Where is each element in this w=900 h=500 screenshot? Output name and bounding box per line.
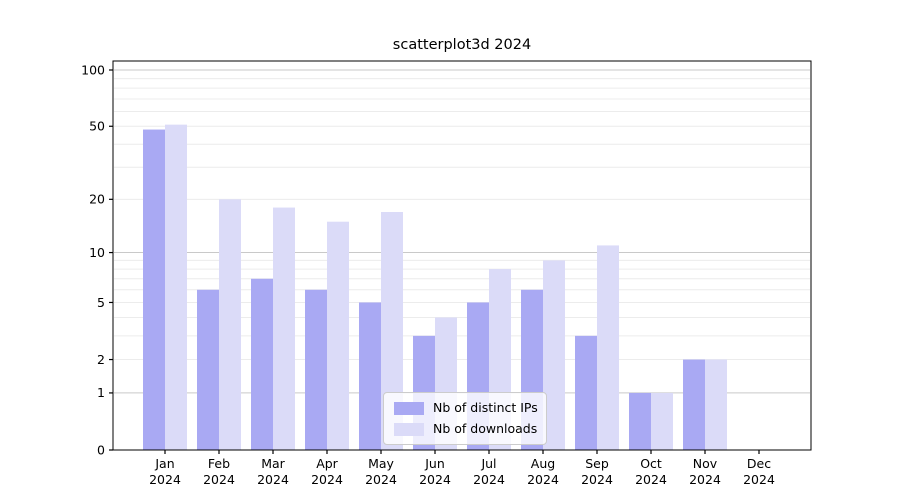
x-tick-label-month-jan: Jan xyxy=(154,456,174,471)
x-tick-label-month-mar: Mar xyxy=(261,456,285,471)
x-tick-label-month-jul: Jul xyxy=(480,456,496,471)
x-tick-label-year-may: 2024 xyxy=(365,472,397,487)
y-tick-label-2: 2 xyxy=(97,352,105,367)
x-tick-label-year-nov: 2024 xyxy=(689,472,721,487)
bar-downloads-oct xyxy=(651,392,673,450)
bar-distinct-ips-mar xyxy=(251,278,273,450)
bar-distinct-ips-may xyxy=(359,302,381,450)
x-tick-label-month-may: May xyxy=(368,456,394,471)
x-tick-label-year-feb: 2024 xyxy=(203,472,235,487)
chart-title: scatterplot3d 2024 xyxy=(392,37,532,53)
y-tick-label-0: 0 xyxy=(97,442,105,457)
bar-downloads-mar xyxy=(273,207,295,450)
x-tick-label-year-jun: 2024 xyxy=(419,472,451,487)
y-tick-label-5: 5 xyxy=(97,295,105,310)
x-tick-label-month-jun: Jun xyxy=(424,456,445,471)
x-tick-label-year-aug: 2024 xyxy=(527,472,559,487)
legend-item-distinct-ips: Nb of distinct IPs xyxy=(394,399,538,417)
x-tick-label-month-dec: Dec xyxy=(747,456,771,471)
bar-downloads-feb xyxy=(219,199,241,450)
x-tick-label-month-nov: Nov xyxy=(693,456,718,471)
y-tick-label-1: 1 xyxy=(97,385,105,400)
legend-label-downloads: Nb of downloads xyxy=(433,421,538,436)
legend: Nb of distinct IPs Nb of downloads xyxy=(383,392,547,445)
bar-distinct-ips-feb xyxy=(197,289,219,450)
bar-distinct-ips-apr xyxy=(305,289,327,450)
bar-downloads-sep xyxy=(597,245,619,450)
y-tick-label-10: 10 xyxy=(89,245,105,260)
bar-downloads-aug xyxy=(543,260,565,450)
x-tick-label-month-aug: Aug xyxy=(531,456,555,471)
y-tick-label-100: 100 xyxy=(81,62,105,77)
x-tick-label-year-jan: 2024 xyxy=(149,472,181,487)
bar-downloads-nov xyxy=(705,359,727,450)
bar-distinct-ips-jan xyxy=(143,129,165,451)
legend-swatch-downloads-icon xyxy=(394,422,424,436)
bar-distinct-ips-sep xyxy=(575,335,597,450)
y-tick-label-20: 20 xyxy=(89,192,105,207)
x-tick-label-year-apr: 2024 xyxy=(311,472,343,487)
bar-distinct-ips-oct xyxy=(629,392,651,450)
x-tick-label-year-sep: 2024 xyxy=(581,472,613,487)
bar-downloads-jan xyxy=(165,124,187,450)
axes-frame xyxy=(112,60,812,451)
x-tick-label-month-apr: Apr xyxy=(316,456,338,471)
x-tick-label-year-oct: 2024 xyxy=(635,472,667,487)
legend-label-distinct-ips: Nb of distinct IPs xyxy=(433,400,538,415)
legend-swatch-distinct-ips-icon xyxy=(394,401,424,415)
x-tick-label-month-feb: Feb xyxy=(208,456,230,471)
bar-downloads-apr xyxy=(327,221,349,450)
x-tick-label-year-mar: 2024 xyxy=(257,472,289,487)
x-tick-label-month-oct: Oct xyxy=(640,456,662,471)
legend-item-downloads: Nb of downloads xyxy=(394,420,538,438)
y-tick-label-50: 50 xyxy=(89,119,105,134)
bar-distinct-ips-nov xyxy=(683,359,705,450)
x-tick-label-month-sep: Sep xyxy=(585,456,609,471)
x-tick-label-year-dec: 2024 xyxy=(743,472,775,487)
bar-downloads-may xyxy=(381,212,403,450)
x-tick-label-year-jul: 2024 xyxy=(473,472,505,487)
